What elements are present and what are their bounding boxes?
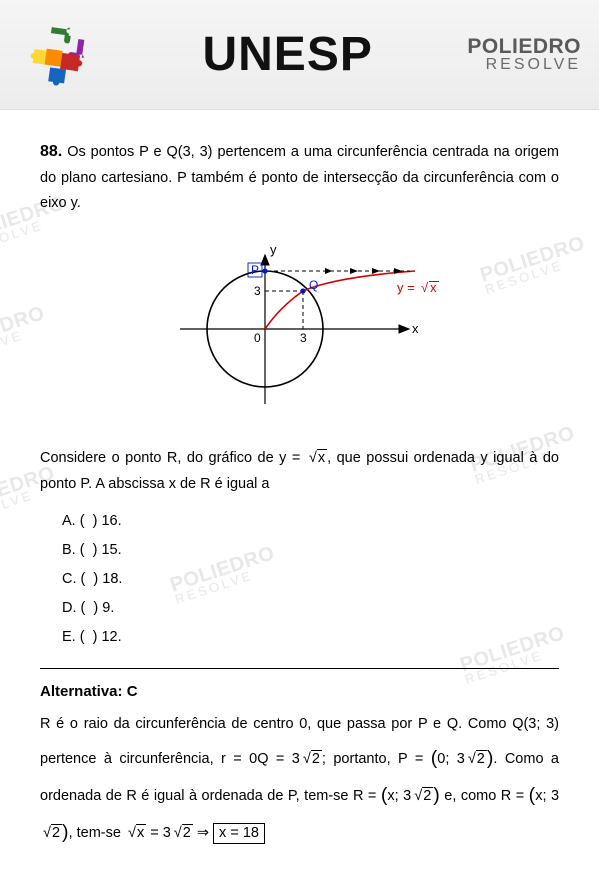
point-p: [262, 268, 267, 273]
sol-sqrtx: x: [136, 824, 146, 841]
separator: [40, 668, 559, 669]
sol-sqrt2a: 2: [311, 750, 322, 767]
header-title: UNESP: [122, 27, 453, 82]
option-e: E. ( ) 12.: [62, 623, 559, 652]
question-number: 88.: [40, 143, 62, 160]
sol-s2: ; portanto, P =: [322, 751, 431, 767]
poliedro-line1: POLIEDRO: [467, 37, 581, 57]
x-label: x: [412, 321, 419, 336]
opt-letter: E.: [62, 629, 76, 645]
point-q: [300, 288, 305, 293]
sol-sqrt2e: 2: [182, 824, 193, 841]
opt-letter: D.: [62, 600, 77, 616]
option-b: B. ( ) 15.: [62, 536, 559, 565]
prompt: Considere o ponto R, do gráfico de y = x…: [40, 446, 559, 497]
sol-rcoord-a: x; 3: [387, 788, 411, 804]
sol-s4: e, como R =: [440, 788, 529, 804]
sol-sqrt2d: 2: [51, 824, 62, 841]
curve-label: y =: [397, 280, 415, 295]
puzzle-logo: [18, 20, 108, 90]
q-label: Q: [309, 278, 318, 292]
sol-sqrt2b: 2: [476, 750, 487, 767]
poliedro-logo: POLIEDRO RESOLVE: [467, 37, 581, 72]
p-label: P: [251, 263, 259, 277]
y-tick-3: 3: [254, 284, 261, 298]
boxed-answer: x = 18: [213, 823, 265, 844]
sqrt-curve: [265, 271, 415, 329]
options-list: A. ( ) 16. B. ( ) 15. C. ( ) 18. D. ( ) …: [62, 507, 559, 652]
option-d: D. ( ) 9.: [62, 594, 559, 623]
sol-s5: , tem-se: [69, 825, 125, 841]
sol-sqrt2c: 2: [422, 787, 433, 804]
opt-letter: A.: [62, 513, 76, 529]
opt-letter: B.: [62, 542, 76, 558]
curve-label-sqrt: √: [421, 280, 429, 295]
opt-text: 12.: [101, 629, 121, 645]
prompt-sqrt-arg: x: [317, 449, 327, 466]
content: 88. Os pontos P e Q(3, 3) pertencem a um…: [0, 110, 599, 870]
opt-text: 18.: [102, 571, 122, 587]
sol-s7: ⇒: [193, 825, 213, 841]
answer-label: Alternativa: C: [40, 679, 559, 705]
prompt-p1: Considere o ponto R, do gráfico de y =: [40, 450, 306, 466]
opt-text: 16.: [101, 513, 121, 529]
sol-pcoord-a: 0; 3: [437, 751, 465, 767]
sol-s6: = 3: [146, 825, 171, 841]
poliedro-line2: RESOLVE: [467, 57, 581, 72]
curve-label-x: x: [430, 280, 437, 295]
x-tick-3: 3: [300, 331, 307, 345]
opt-letter: C.: [62, 571, 77, 587]
header-banner: UNESP POLIEDRO RESOLVE: [0, 0, 599, 110]
diagram: P Q x y 0 3 3 y = √ x: [40, 229, 559, 428]
sol-rcoord-b: x; 3: [535, 788, 559, 804]
solution-text: R é o raio da circunferência de centro 0…: [40, 711, 559, 850]
option-c: C. ( ) 18.: [62, 565, 559, 594]
question-block: 88. Os pontos P e Q(3, 3) pertencem a um…: [40, 138, 559, 217]
origin-label: 0: [254, 331, 261, 345]
opt-text: 9.: [102, 600, 114, 616]
option-a: A. ( ) 16.: [62, 507, 559, 536]
question-text: Os pontos P e Q(3, 3) pertencem a uma ci…: [40, 144, 559, 211]
y-label: y: [270, 242, 277, 257]
opt-text: 15.: [101, 542, 121, 558]
